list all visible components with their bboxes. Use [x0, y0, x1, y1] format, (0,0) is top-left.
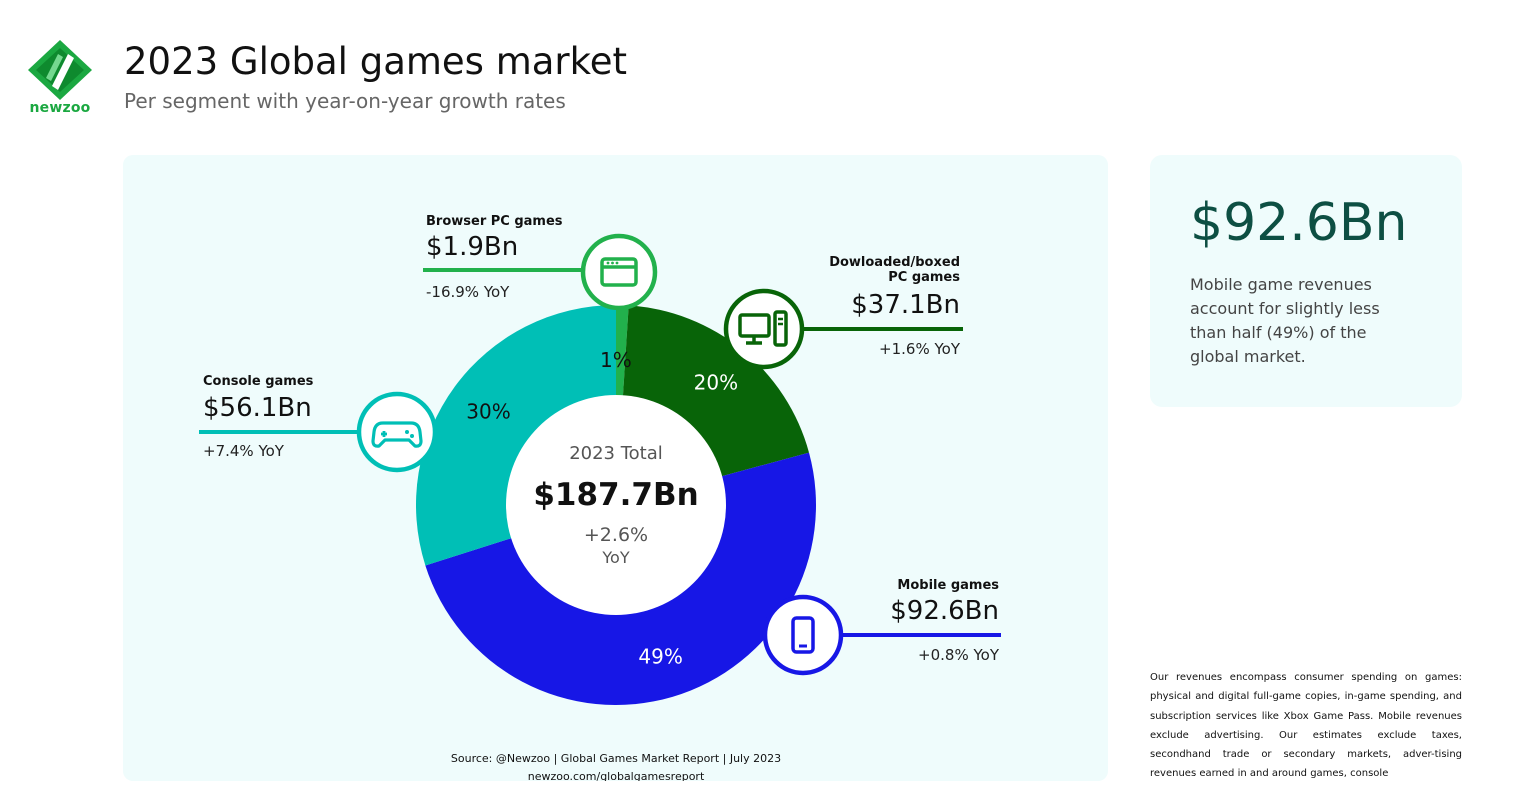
browser-pc-yoy: -16.9% YoY — [426, 283, 510, 301]
slice-label-browser-pc: 1% — [600, 348, 632, 372]
methodology-footnote: Our revenues encompass consumer spending… — [1150, 672, 1462, 780]
console-yoy: +7.4% YoY — [203, 442, 284, 460]
mobile-value: $92.6Bn — [890, 596, 999, 626]
mobile-title: Mobile games — [897, 578, 999, 593]
newzoo-logo-icon — [28, 40, 92, 100]
downloaded-pc-title-line2: PC games — [888, 270, 960, 285]
donut-hole — [506, 395, 726, 615]
console-value: $56.1Bn — [203, 393, 312, 423]
slice-label-downloaded-pc: 20% — [694, 371, 738, 395]
smartphone-icon — [762, 594, 844, 676]
gamepad-icon — [356, 391, 438, 473]
donut-chart: 1% 20% 49% 30% 2023 Total $187.7Bn +2.6% Yo… — [199, 233, 1001, 781]
slice-label-mobile: 49% — [638, 645, 682, 669]
downloaded-pc-yoy: +1.6% YoY — [879, 340, 960, 358]
chart-source: Source: @Newzoo | Global Games Market Re… — [451, 752, 781, 765]
center-label: 2023 Total — [569, 443, 663, 464]
page-subtitle: Per segment with year-on-year growth rat… — [124, 89, 566, 113]
downloaded-pc-value: $37.1Bn — [851, 290, 960, 320]
highlight-description: Mobile game revenues account for slightl… — [1190, 275, 1380, 366]
center-total-value: $187.7Bn — [533, 477, 698, 513]
highlight-panel — [1150, 155, 1462, 407]
slice-label-console: 30% — [466, 400, 510, 424]
highlight-value: $92.6Bn — [1190, 193, 1408, 253]
page-title: 2023 Global games market — [124, 40, 628, 83]
center-growth-unit: YoY — [601, 548, 629, 567]
console-title: Console games — [203, 374, 314, 389]
logo-text: newzoo — [29, 100, 91, 116]
mobile-yoy: +0.8% YoY — [918, 646, 999, 664]
center-growth: +2.6% — [584, 524, 648, 546]
browser-pc-title: Browser PC games — [426, 214, 563, 229]
chart-source-url: newzoo.com/globalgamesreport — [528, 770, 705, 781]
browser-window-icon — [580, 233, 658, 311]
downloaded-pc-title-line1: Dowloaded/boxed — [829, 255, 960, 270]
desktop-pc-icon — [723, 288, 805, 370]
browser-pc-value: $1.9Bn — [426, 232, 519, 262]
